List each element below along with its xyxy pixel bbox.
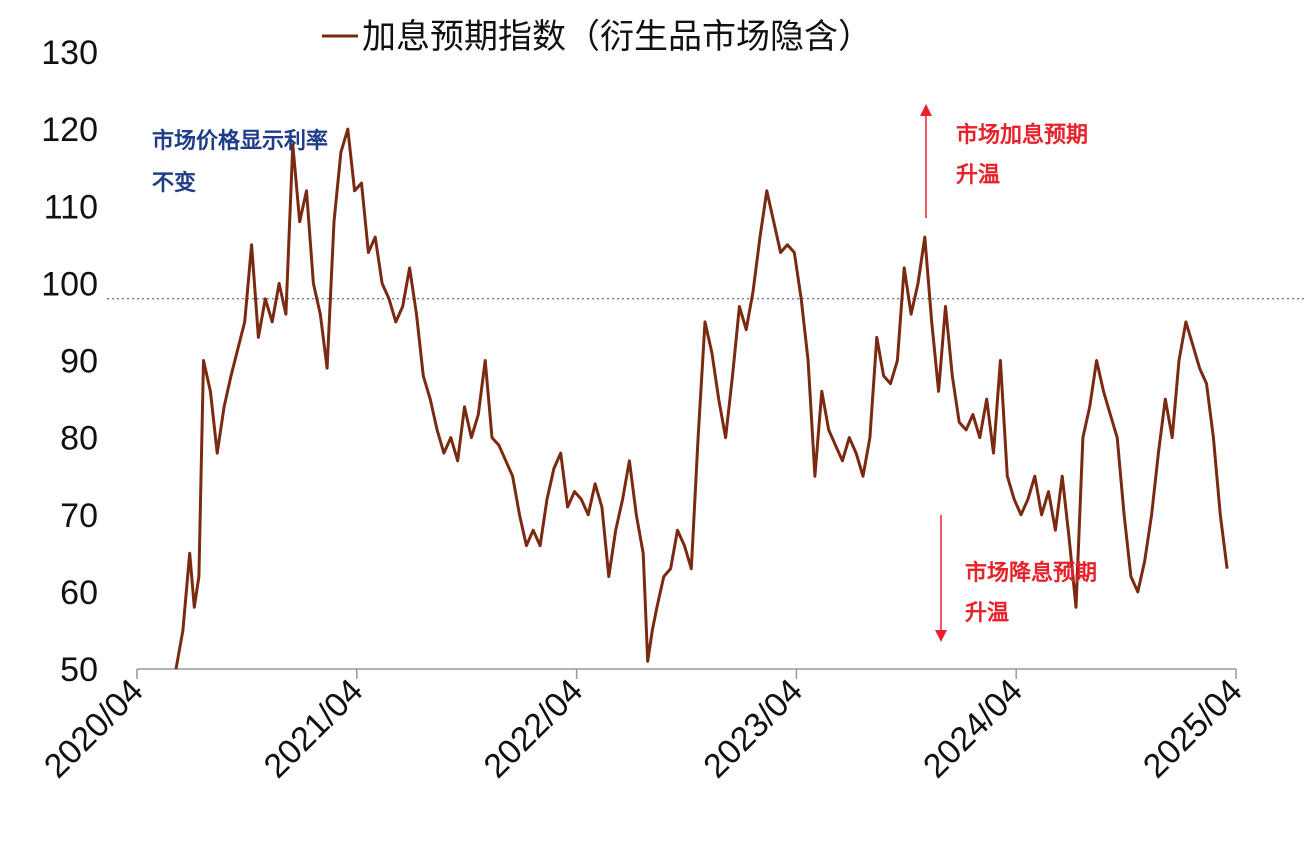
x-tick-label: 2023/04 [696, 672, 810, 786]
x-tick-label: 2021/04 [257, 672, 371, 786]
y-tick-label: 50 [60, 651, 98, 689]
annotation-hike-line2: 升温 [956, 163, 1000, 188]
annotation-flat-line1: 市场价格显示利率 [152, 128, 328, 154]
x-axis: 2020/04 2021/04 2022/04 2023/04 2024/04 2025/… [37, 668, 1250, 786]
y-tick-label: 110 [44, 188, 98, 226]
x-tick-label: 2022/04 [476, 672, 590, 786]
y-tick-label: 120 [41, 111, 98, 149]
annotation-hike-line1: 市场加息预期 [956, 122, 1088, 148]
annotation-hike: 市场加息预期 升温 [920, 104, 1088, 218]
y-axis: 50 60 70 80 90 100 110 120 130 [41, 34, 98, 689]
legend-label: 加息预期指数（衍生品市场隐含） [362, 17, 872, 57]
y-tick-label: 80 [60, 420, 98, 458]
annotation-cut-line1: 市场降息预期 [965, 560, 1097, 586]
y-tick-label: 90 [60, 343, 98, 381]
annotation-flat-line2: 不变 [152, 170, 196, 196]
x-tick-label: 2025/04 [1136, 672, 1250, 786]
annotation-cut-line2: 升温 [965, 601, 1009, 626]
legend: 加息预期指数（衍生品市场隐含） [322, 17, 872, 57]
x-tick-label: 2024/04 [916, 672, 1030, 786]
y-tick-label: 130 [41, 34, 98, 72]
y-tick-label: 60 [60, 574, 98, 612]
y-tick-label: 100 [41, 265, 98, 303]
series-line [174, 127, 1229, 670]
annotation-flat: 市场价格显示利率 不变 [152, 128, 328, 196]
y-tick-label: 70 [60, 497, 98, 535]
annotation-cut: 市场降息预期 升温 [935, 515, 1097, 642]
